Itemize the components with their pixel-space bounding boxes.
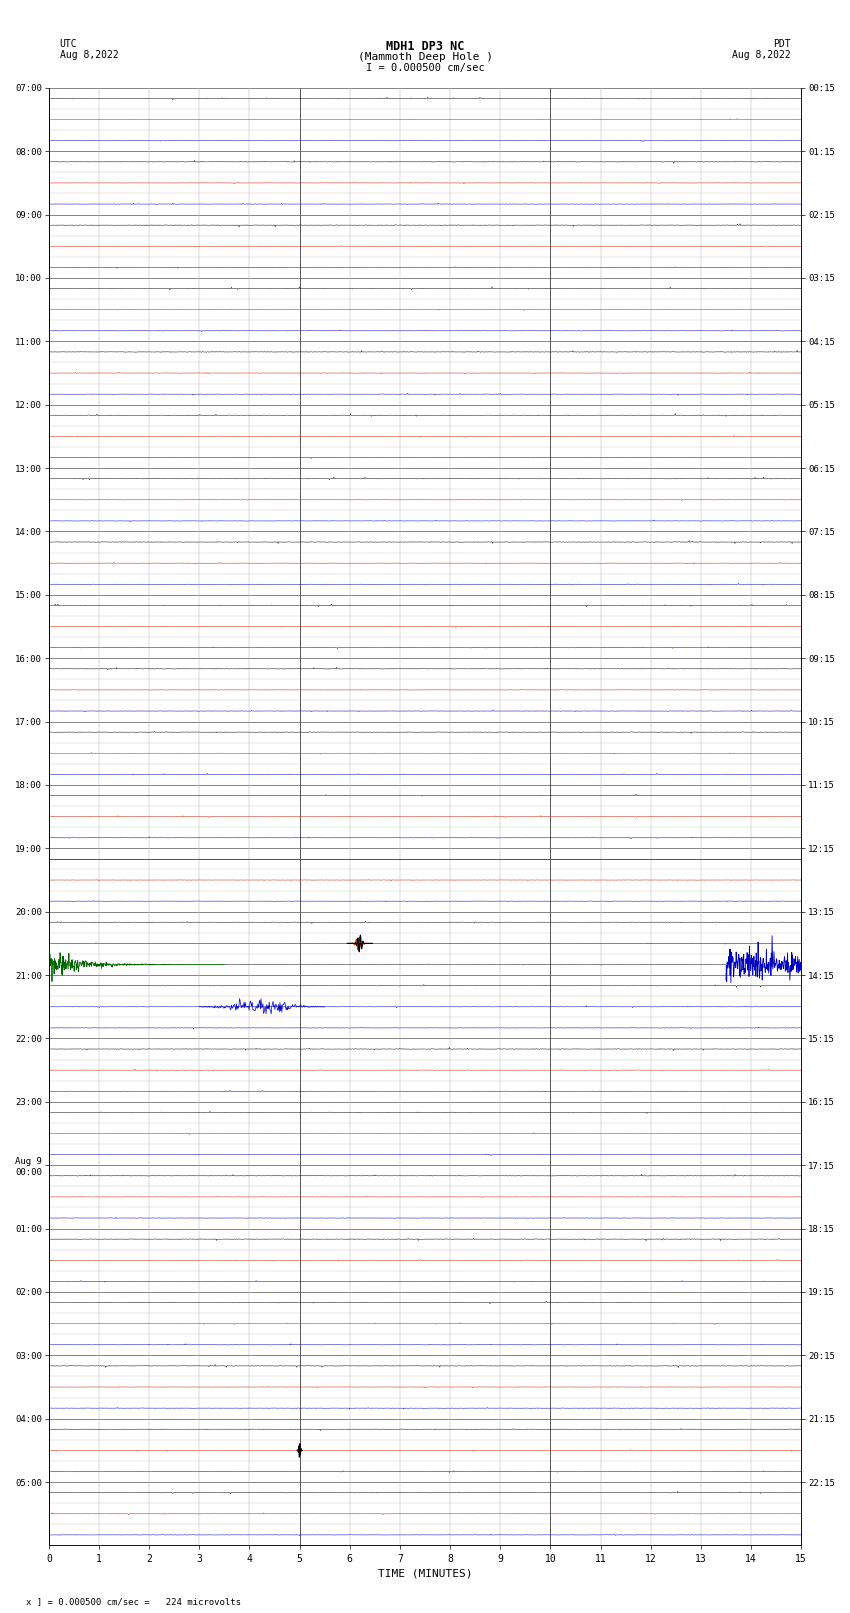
Text: (Mammoth Deep Hole ): (Mammoth Deep Hole ) [358, 52, 492, 61]
Text: MDH1 DP3 NC: MDH1 DP3 NC [386, 40, 464, 53]
X-axis label: TIME (MINUTES): TIME (MINUTES) [377, 1569, 473, 1579]
Text: PDT
Aug 8,2022: PDT Aug 8,2022 [732, 39, 791, 60]
Text: UTC
Aug 8,2022: UTC Aug 8,2022 [60, 39, 118, 60]
Text: I = 0.000500 cm/sec: I = 0.000500 cm/sec [366, 63, 484, 73]
Text: x ] = 0.000500 cm/sec =   224 microvolts: x ] = 0.000500 cm/sec = 224 microvolts [26, 1597, 241, 1607]
